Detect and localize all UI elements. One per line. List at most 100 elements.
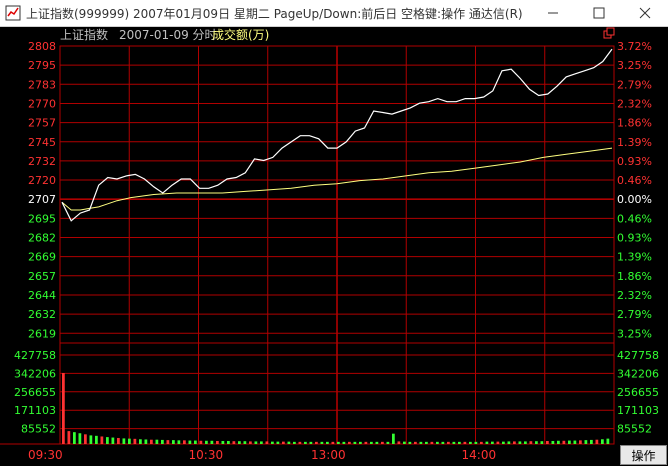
volume-bar [606, 438, 610, 444]
minimize-icon [548, 12, 558, 14]
volume-bar [518, 441, 522, 444]
volume-bar [111, 437, 115, 444]
volume-bar [144, 439, 148, 444]
volume-bar [447, 441, 450, 444]
volume-tick-label: 171103 [14, 404, 56, 417]
volume-bar [133, 438, 137, 444]
volume-tick-label: 256655 [14, 386, 56, 399]
restore-icon[interactable] [603, 27, 615, 39]
volume-tick-label: 342206 [14, 367, 56, 380]
minimize-button[interactable] [530, 0, 576, 26]
volume-bar [463, 441, 467, 444]
volume-bar [298, 441, 302, 444]
chart-date-label: 2007-01-09 分时 [119, 28, 217, 42]
volume-bar [128, 438, 131, 444]
volume-bar [150, 439, 153, 444]
volume-bar [260, 441, 263, 444]
volume-bar [287, 441, 291, 444]
operate-button[interactable]: 操作 [620, 445, 667, 465]
price-tick-label: 2770 [28, 97, 56, 110]
close-icon [639, 7, 651, 19]
pct-tick-label: 2.79% [617, 308, 652, 321]
price-tick-label: 2682 [28, 232, 56, 245]
volume-bar [326, 441, 329, 444]
maximize-icon [593, 7, 605, 19]
volume-tick-label-right: 171103 [617, 404, 659, 417]
price-tick-label: 2707 [28, 193, 56, 206]
volume-bar [579, 440, 582, 444]
pct-tick-label: 0.46% [617, 174, 652, 187]
volume-bar [199, 440, 203, 444]
volume-bar [183, 440, 186, 444]
close-button[interactable] [622, 0, 668, 26]
volume-bar [392, 433, 395, 444]
pct-tick-label: 3.25% [617, 327, 652, 340]
pct-tick-label: 1.86% [617, 270, 652, 283]
price-tick-label: 2720 [28, 174, 56, 187]
volume-bar [122, 438, 126, 444]
volume-bar [573, 440, 577, 444]
volume-bar [551, 440, 555, 444]
volume-bar [496, 441, 500, 444]
volume-bar [441, 441, 445, 444]
price-tick-label: 2745 [28, 136, 56, 149]
time-tick-label: 14:00 [462, 448, 497, 462]
time-tick-label: 10:30 [189, 448, 224, 462]
volume-bars [62, 373, 610, 444]
pct-tick-label: 1.86% [617, 117, 652, 130]
volume-bar [425, 441, 428, 444]
title-bar[interactable]: 上证指数(999999) 2007年01月09日 星期二 PageUp/Down… [0, 0, 668, 27]
volume-bar [397, 441, 401, 444]
index-name-label: 上证指数 [60, 27, 108, 42]
volume-bar [243, 441, 247, 444]
chart-grid [0, 45, 615, 445]
pct-tick-label: 2.32% [617, 289, 652, 302]
volume-bar [342, 441, 346, 444]
volume-bar [359, 441, 362, 444]
volume-bar [100, 436, 104, 444]
volume-bar [238, 441, 241, 444]
volume-bar [320, 441, 324, 444]
volume-bar [210, 440, 214, 444]
time-tick-label: 09:30 [28, 448, 63, 462]
volume-tick-label-right: 342206 [617, 367, 659, 380]
price-tick-label: 2669 [28, 251, 56, 264]
volume-bar [315, 441, 318, 444]
volume-bar [436, 441, 439, 444]
volume-bar [562, 440, 566, 444]
price-tick-label: 2783 [28, 78, 56, 91]
volume-bar [370, 441, 373, 444]
volume-tick-label-right: 85552 [617, 423, 652, 436]
volume-bar [166, 440, 170, 444]
volume-bar [309, 441, 313, 444]
volume-bar [458, 441, 461, 444]
pct-tick-label: 1.39% [617, 136, 652, 149]
volume-bar [430, 441, 434, 444]
volume-bar [601, 439, 604, 444]
pct-tick-label: 1.39% [617, 251, 652, 264]
volume-bar [67, 431, 71, 444]
volume-tick-label-right: 256655 [617, 386, 659, 399]
volume-bar [188, 440, 192, 444]
price-tick-label: 2632 [28, 308, 56, 321]
volume-bar [469, 441, 472, 444]
volume-bar [117, 437, 120, 444]
volume-bar [271, 441, 274, 444]
volume-bar [386, 441, 390, 444]
volume-bar [546, 440, 549, 444]
app-icon [5, 5, 21, 21]
maximize-button[interactable] [576, 0, 622, 26]
pct-tick-label: 2.32% [617, 97, 652, 110]
volume-bar [62, 373, 65, 444]
volume-bar [568, 440, 571, 444]
pct-tick-label: 3.72% [617, 40, 652, 53]
volume-bar [485, 441, 489, 444]
volume-bar [73, 432, 76, 444]
volume-bar [161, 439, 164, 444]
volume-bar [205, 440, 208, 444]
volume-bar [474, 441, 478, 444]
volume-bar [524, 441, 527, 444]
intraday-chart[interactable]: 2808 2795 2783 2770 2757 2745 2732 2720 2707 2695… [0, 27, 668, 466]
pct-tick-label: 2.79% [617, 78, 652, 91]
volume-bar [540, 441, 544, 444]
